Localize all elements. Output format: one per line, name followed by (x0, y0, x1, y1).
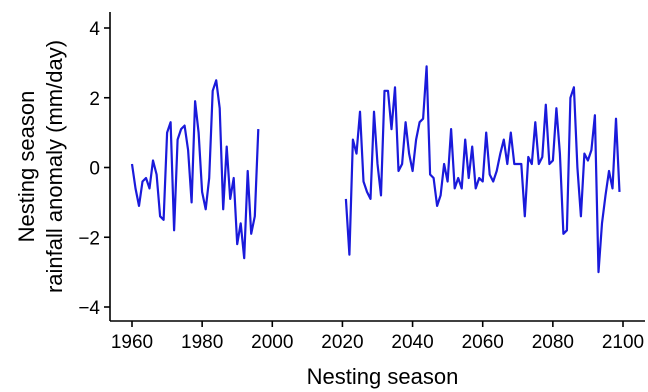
x-tick-label: 1980 (181, 332, 223, 353)
x-axis-title: Nesting season (307, 364, 459, 389)
y-tick-label: −2 (78, 228, 100, 249)
y-tick-label: 0 (89, 159, 100, 180)
x-axis-ticks: 1960 1980 2000 2020 2040 2060 2080 2100 (111, 321, 644, 353)
x-tick-label: 1960 (111, 332, 153, 353)
x-tick-label: 2040 (391, 332, 433, 353)
series-line-segment (130, 79, 260, 260)
x-tick-label: 2060 (462, 332, 504, 353)
y-axis-title-line-2: rainfall anomaly (mm/day) (42, 40, 67, 293)
x-tick-label: 2080 (532, 332, 574, 353)
x-tick-label: 2100 (602, 332, 644, 353)
y-tick-label: −4 (78, 298, 100, 319)
x-tick-label: 2020 (321, 332, 363, 353)
x-tick-label: 2000 (251, 332, 293, 353)
series-line-segment (344, 65, 621, 274)
y-tick-label: 4 (89, 19, 100, 40)
y-axis-ticks: −4 −2 0 2 4 (78, 19, 110, 319)
y-tick-label: 2 (89, 89, 100, 110)
y-axis-title-line-1: Nesting season (14, 91, 39, 243)
rainfall-anomaly-series (130, 65, 621, 274)
